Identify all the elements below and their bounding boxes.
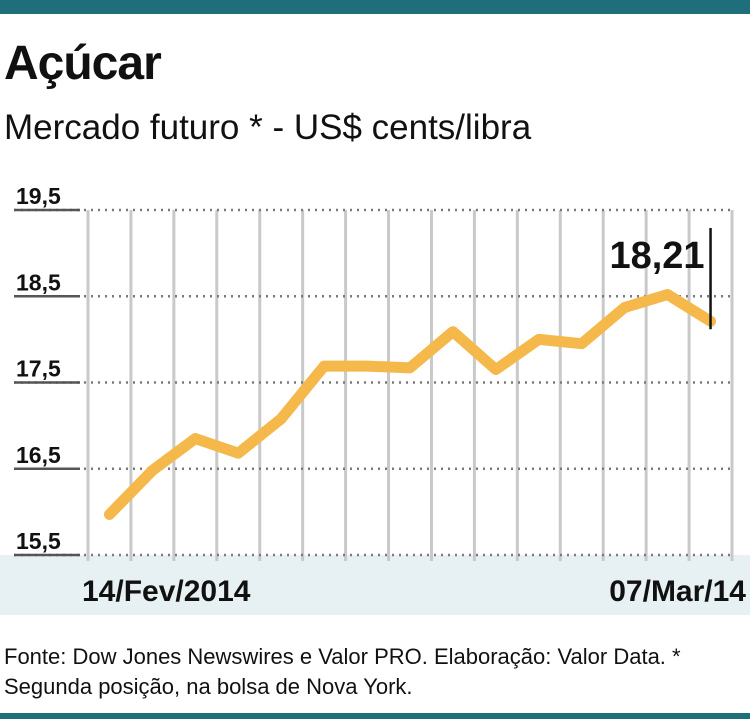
data-point (277, 414, 286, 423)
data-point (320, 362, 329, 371)
y-tick-label: 18,5 (16, 269, 61, 295)
data-point (105, 510, 114, 519)
top-frame-bar (0, 0, 750, 14)
data-point (234, 449, 243, 458)
data-point (491, 365, 500, 374)
x-label-start: 14/Fev/2014 (82, 575, 251, 608)
series-line (103, 289, 717, 520)
data-point (191, 434, 200, 443)
data-point (363, 362, 372, 371)
callout-label: 18,21 (609, 235, 704, 277)
data-point (534, 335, 543, 344)
chart-subtitle: Mercado futuro * - US$ cents/libra (4, 108, 532, 147)
y-tick-label: 17,5 (16, 356, 61, 382)
x-axis-band (0, 555, 750, 615)
data-point (620, 303, 629, 312)
line-chart: 19,5 18,5 17,5 16,5 15,5 18,21 (14, 183, 734, 561)
data-point (663, 290, 672, 299)
bottom-frame-bar (0, 713, 750, 719)
data-point (448, 327, 457, 336)
chart-title: Açúcar (4, 37, 162, 90)
data-point (406, 363, 414, 372)
y-tick-label: 16,5 (16, 442, 61, 468)
data-point (577, 339, 586, 348)
y-tick-label: 15,5 (16, 528, 61, 554)
x-label-end: 07/Mar/14 (609, 575, 746, 608)
y-tick-label: 19,5 (16, 183, 61, 209)
source-note: Fonte: Dow Jones Newswires e Valor PRO. … (4, 644, 681, 699)
data-point (148, 466, 157, 475)
